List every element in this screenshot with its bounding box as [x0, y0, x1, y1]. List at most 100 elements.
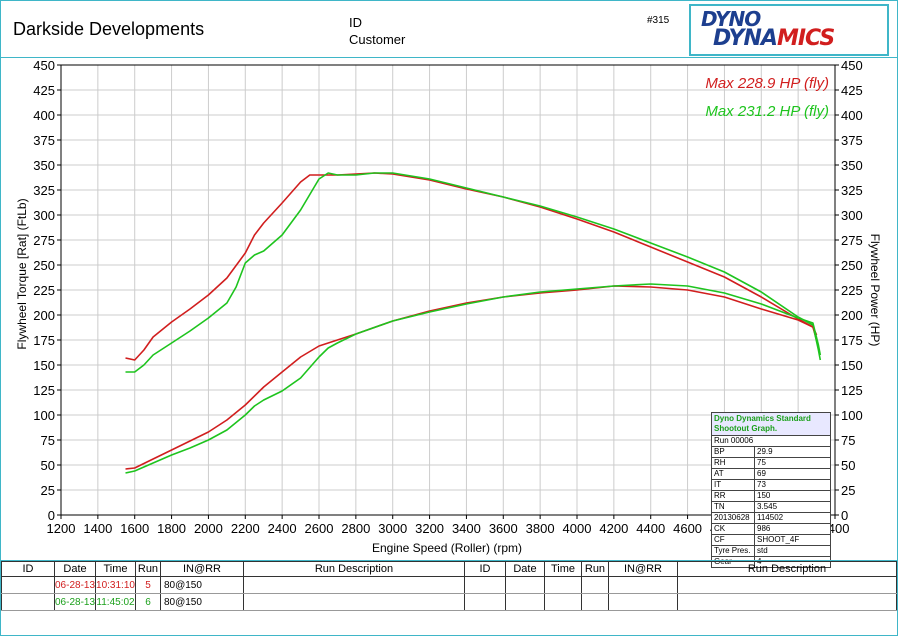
series-line-run6-torque	[125, 172, 822, 373]
legend-run2-max: Max 231.2 HP (fly)	[705, 103, 829, 120]
row-inrr: 80@150	[159, 593, 244, 611]
y-tick-label-right: 325	[841, 183, 863, 198]
y-tick-label-right: 100	[841, 408, 863, 423]
y-tick-label-left: 225	[33, 283, 55, 298]
y-tick-label-left: 325	[33, 183, 55, 198]
y-tick-label-right: 0	[841, 508, 848, 523]
col-run: Run	[134, 561, 161, 577]
y-tick-label-right: 350	[841, 158, 863, 173]
col-date: Date	[53, 561, 97, 577]
col-time-2: Time	[543, 561, 582, 577]
y-axis-left-label: Flywheel Torque [Rat] (FtLb)	[15, 198, 29, 349]
col-id-2: ID	[463, 561, 506, 577]
x-tick-label: 3400	[452, 521, 481, 536]
info-value: 150	[757, 491, 771, 500]
col-run-2: Run	[580, 561, 609, 577]
col-desc: Run Description	[242, 561, 465, 577]
x-tick-label: 4600	[673, 521, 702, 536]
y-axis-right-label: Flywheel Power (HP)	[868, 234, 882, 347]
row-desc	[242, 576, 465, 594]
y-tick-label-left: 350	[33, 158, 55, 173]
x-tick-label: 1800	[157, 521, 186, 536]
row-run: 6	[134, 593, 161, 611]
y-tick-label-left: 300	[33, 208, 55, 223]
y-tick-label-left: 25	[41, 483, 55, 498]
info-run-row: Run 00006	[712, 436, 830, 447]
info-value: 73	[757, 480, 766, 489]
x-tick-label: 3800	[526, 521, 555, 536]
y-tick-label-right: 150	[841, 358, 863, 373]
report-header: Darkside Developments ID Customer #315 D…	[0, 0, 898, 58]
y-tick-label-left: 125	[33, 383, 55, 398]
info-row: RH 75	[712, 458, 830, 469]
y-tick-label-left: 425	[33, 83, 55, 98]
row-date: 06-28-13	[53, 576, 97, 594]
col-inrr: IN@RR	[159, 561, 244, 577]
x-tick-label: 2200	[231, 521, 260, 536]
info-row: TN 3.545	[712, 502, 830, 513]
info-value: 69	[757, 469, 766, 478]
x-tick-label: 4200	[599, 521, 628, 536]
info-row: 20130628 114502	[712, 513, 830, 524]
x-tick-label: 3000	[378, 521, 407, 536]
info-key: IT	[712, 480, 755, 490]
id-label: ID	[349, 15, 362, 30]
x-tick-label: 1200	[47, 521, 76, 536]
y-tick-label-right: 450	[841, 58, 863, 73]
left-tick-labels: 0 25 50 75 100 125 150 175 200 225 250 275 300 325 350…	[33, 58, 55, 523]
y-tick-label-left: 450	[33, 58, 55, 73]
y-tick-label-left: 250	[33, 258, 55, 273]
y-tick-label-right: 400	[841, 108, 863, 123]
x-tick-label: 2400	[268, 521, 297, 536]
dyno-dynamics-logo: DYNO DYNAMICS	[689, 4, 889, 56]
row-id	[1, 576, 55, 594]
info-key: BP	[712, 447, 755, 457]
y-tick-label-right: 200	[841, 308, 863, 323]
y-tick-label-right: 125	[841, 383, 863, 398]
row-id	[1, 593, 55, 611]
report-number: #315	[647, 15, 670, 26]
row-desc	[242, 593, 465, 611]
x-tick-label: 3200	[415, 521, 444, 536]
info-row: RR 150	[712, 491, 830, 502]
y-tick-label-left: 50	[41, 458, 55, 473]
info-row: AT 69	[712, 469, 830, 480]
y-tick-label-right: 275	[841, 233, 863, 248]
info-key: Tyre Pres.	[712, 546, 755, 556]
info-value: 29.9	[757, 447, 773, 456]
x-tick-label: 1400	[83, 521, 112, 536]
y-tick-label-right: 250	[841, 258, 863, 273]
row-run: 5	[134, 576, 161, 594]
row-time: 10:31:10	[95, 576, 136, 594]
legend-run1-max: Max 228.9 HP (fly)	[705, 75, 829, 92]
y-tick-label-right: 425	[841, 83, 863, 98]
col-desc-2: Run Description	[676, 561, 898, 577]
info-box-title: Dyno Dynamics Standard Shootout Graph.	[712, 413, 830, 436]
y-tick-label-right: 50	[841, 458, 855, 473]
y-tick-label-right: 300	[841, 208, 863, 223]
y-tick-label-left: 375	[33, 133, 55, 148]
row-date: 06-28-13	[53, 593, 97, 611]
info-row: Tyre Pres. std	[712, 546, 830, 557]
row-time: 11:45:02	[95, 593, 136, 611]
info-row: IT 73	[712, 480, 830, 491]
right-tick-labels: 0 25 50 75 100 125 150 175 200 225 250 275 300 325 350…	[841, 58, 863, 523]
y-tick-label-right: 25	[841, 483, 855, 498]
y-tick-label-right: 375	[841, 133, 863, 148]
info-run: Run 00006	[714, 436, 754, 445]
info-row: CK 986	[712, 524, 830, 535]
info-key: 20130628	[712, 513, 755, 523]
y-tick-label-right: 225	[841, 283, 863, 298]
x-tick-label: 1600	[120, 521, 149, 536]
info-key: CF	[712, 535, 755, 545]
y-tick-label-right: 175	[841, 333, 863, 348]
row-inrr: 80@150	[159, 576, 244, 594]
x-tick-label: 2600	[305, 521, 334, 536]
company-name: Darkside Developments	[13, 19, 205, 39]
info-key: TN	[712, 502, 755, 512]
table-row[interactable]: 06-28-13 10:31:10 5 80@150	[1, 576, 898, 594]
chart-grid	[57, 64, 839, 519]
info-key: RR	[712, 491, 755, 501]
table-row[interactable]: 06-28-13 11:45:02 6 80@150	[1, 593, 898, 611]
info-value: 75	[757, 458, 766, 467]
